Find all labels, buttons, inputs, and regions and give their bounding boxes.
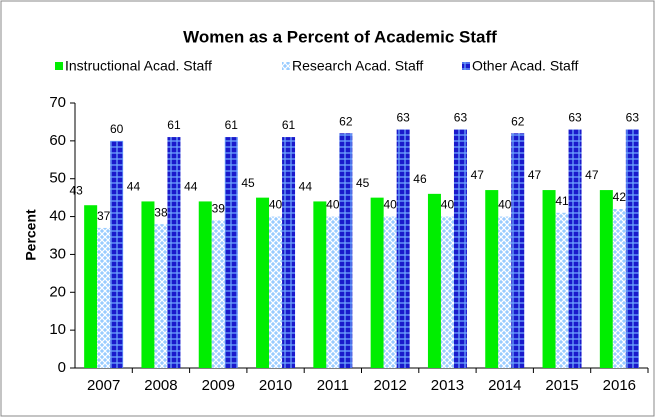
y-tick-label: 30	[49, 245, 66, 262]
legend-label: Other Acad. Staff	[472, 58, 578, 74]
data-label: 47	[528, 168, 542, 182]
bar	[269, 216, 283, 368]
bar	[211, 220, 225, 368]
y-tick-label: 40	[49, 208, 66, 225]
data-label: 62	[339, 114, 353, 128]
y-tick-label: 20	[49, 283, 66, 300]
y-tick-label: 50	[49, 170, 66, 187]
bar	[427, 193, 441, 368]
bar	[256, 197, 270, 368]
bar	[326, 216, 340, 368]
bar	[370, 197, 384, 368]
bar	[568, 129, 582, 368]
bar	[282, 137, 296, 368]
data-label: 43	[69, 183, 83, 197]
x-tick-label: 2013	[431, 377, 464, 394]
bar	[440, 216, 454, 368]
x-tick-label: 2015	[545, 377, 578, 394]
data-label: 44	[184, 180, 198, 194]
data-label: 39	[212, 202, 226, 216]
data-label: 40	[383, 198, 397, 212]
data-label: 40	[326, 198, 340, 212]
data-label: 40	[269, 198, 283, 212]
legend-swatch	[462, 62, 470, 70]
y-tick-label: 60	[49, 132, 66, 149]
bar	[555, 212, 569, 368]
data-label: 44	[127, 180, 141, 194]
data-label: 45	[356, 176, 370, 190]
bar	[511, 133, 525, 368]
bar	[453, 129, 467, 368]
y-tick-label: 70	[49, 94, 66, 111]
bar	[224, 137, 238, 368]
y-tick-label: 10	[49, 321, 66, 338]
data-label: 63	[396, 111, 410, 125]
y-axis-label: Percent	[23, 209, 39, 261]
x-tick-label: 2014	[488, 377, 521, 394]
data-label: 41	[555, 194, 569, 208]
bar	[110, 140, 124, 368]
data-label: 37	[97, 209, 111, 223]
legend-swatch	[55, 62, 63, 70]
x-tick-label: 2011	[317, 377, 349, 394]
data-label: 60	[110, 122, 124, 136]
data-label: 63	[626, 111, 640, 125]
bar	[313, 201, 327, 368]
legend-label: Research Acad. Staff	[292, 58, 423, 74]
bar	[383, 216, 397, 368]
bar	[396, 129, 410, 368]
bar	[167, 137, 181, 368]
bar	[542, 190, 556, 368]
data-label: 62	[511, 114, 525, 128]
data-label: 61	[282, 118, 296, 132]
data-label: 61	[167, 118, 181, 132]
legend-swatch	[282, 62, 290, 70]
x-tick-label: 2007	[87, 377, 120, 394]
bar	[625, 129, 639, 368]
bar	[141, 201, 155, 368]
data-label: 40	[498, 198, 512, 212]
data-label: 46	[413, 172, 427, 186]
data-label: 63	[454, 111, 468, 125]
x-tick-label: 2010	[259, 377, 292, 394]
data-label: 47	[585, 168, 599, 182]
data-label: 42	[613, 190, 627, 204]
x-tick-label: 2009	[202, 377, 235, 394]
data-label: 40	[441, 198, 455, 212]
legend-label: Instructional Acad. Staff	[65, 58, 212, 74]
x-tick-label: 2008	[144, 377, 177, 394]
bar	[97, 227, 111, 368]
bar	[339, 133, 353, 368]
x-tick-label: 2016	[603, 377, 636, 394]
chart-title: Women as a Percent of Academic Staff	[183, 27, 497, 46]
data-label: 44	[299, 180, 313, 194]
bar	[498, 216, 512, 368]
data-label: 47	[471, 168, 485, 182]
data-label: 63	[568, 111, 582, 125]
bar	[599, 190, 613, 368]
bar	[154, 224, 168, 368]
y-tick-label: 0	[58, 359, 66, 376]
data-label: 61	[225, 118, 239, 132]
bar	[612, 209, 626, 368]
data-label: 45	[241, 176, 255, 190]
bar	[485, 190, 499, 368]
bar	[198, 201, 212, 368]
x-tick-label: 2012	[373, 377, 406, 394]
bar	[84, 205, 98, 368]
data-label: 38	[154, 205, 168, 219]
